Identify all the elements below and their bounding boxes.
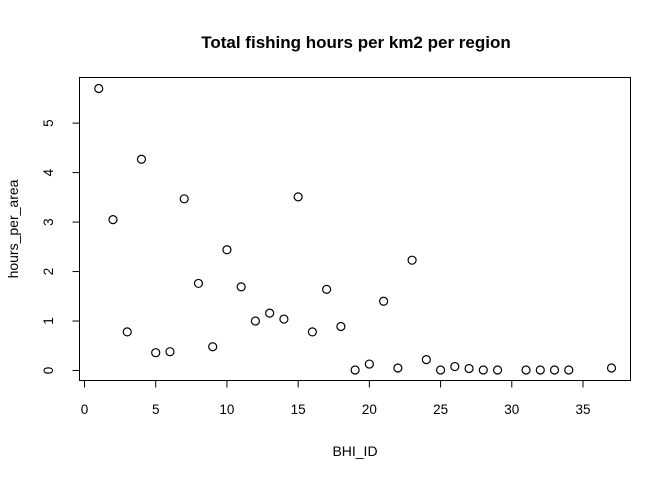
data-point (108, 215, 118, 225)
data-point (549, 365, 560, 375)
data-point (122, 327, 132, 337)
x-tick-label: 30 (504, 402, 519, 417)
data-point (179, 194, 189, 204)
y-tick-label: 4 (41, 168, 56, 176)
data-point (478, 365, 488, 375)
chart-title: Total fishing hours per km2 per region (201, 33, 511, 52)
data-point (222, 245, 232, 255)
data-point (564, 365, 574, 375)
data-point (279, 314, 289, 324)
data-point (136, 154, 147, 164)
data-point (208, 342, 218, 352)
data-point (421, 355, 431, 365)
data-point (393, 363, 403, 373)
y-tick-label: 1 (41, 317, 56, 325)
y-axis-label: hours_per_area (5, 179, 21, 278)
data-point (265, 308, 275, 318)
data-point (464, 363, 474, 374)
data-point (350, 365, 360, 375)
y-tick-label: 2 (41, 268, 56, 276)
x-axis-label: BHI_ID (332, 443, 377, 459)
y-tick-label: 0 (41, 367, 56, 375)
data-point (307, 327, 317, 337)
data-points (94, 83, 617, 375)
x-tick-label: 5 (152, 402, 160, 417)
x-tick-label: 25 (433, 402, 448, 417)
data-point (336, 321, 346, 332)
data-point (236, 282, 246, 292)
data-point (521, 365, 531, 375)
data-point (293, 192, 303, 202)
data-point (492, 365, 503, 375)
x-tick-label: 15 (291, 402, 306, 417)
y-axis: 0 1 2 3 4 5 (41, 119, 80, 374)
data-point (450, 361, 460, 372)
x-tick-label: 10 (219, 402, 234, 417)
data-point (94, 83, 104, 94)
plot-frame (79, 77, 631, 381)
data-point (250, 316, 261, 326)
data-point (165, 347, 175, 357)
data-point (535, 365, 545, 375)
data-point (379, 296, 389, 306)
data-point (364, 359, 374, 369)
data-point (151, 348, 161, 358)
data-point (193, 278, 204, 289)
x-tick-label: 0 (81, 402, 89, 417)
x-axis: 0 5 10 15 20 25 30 35 (81, 380, 591, 417)
data-point (435, 365, 446, 375)
y-tick-label: 3 (41, 218, 56, 226)
data-point (322, 284, 332, 294)
x-tick-label: 20 (362, 402, 377, 417)
y-tick-label: 5 (41, 119, 56, 127)
x-tick-label: 35 (575, 402, 590, 417)
data-point (606, 363, 617, 373)
data-point (407, 255, 417, 265)
